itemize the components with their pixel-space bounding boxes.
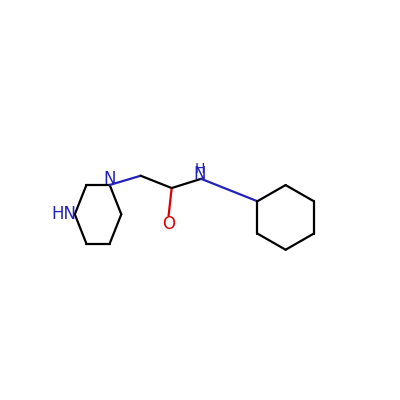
Text: H: H	[194, 162, 205, 176]
Text: O: O	[162, 216, 175, 234]
Text: N: N	[193, 165, 206, 183]
Text: HN: HN	[52, 205, 76, 223]
Text: N: N	[104, 170, 116, 188]
